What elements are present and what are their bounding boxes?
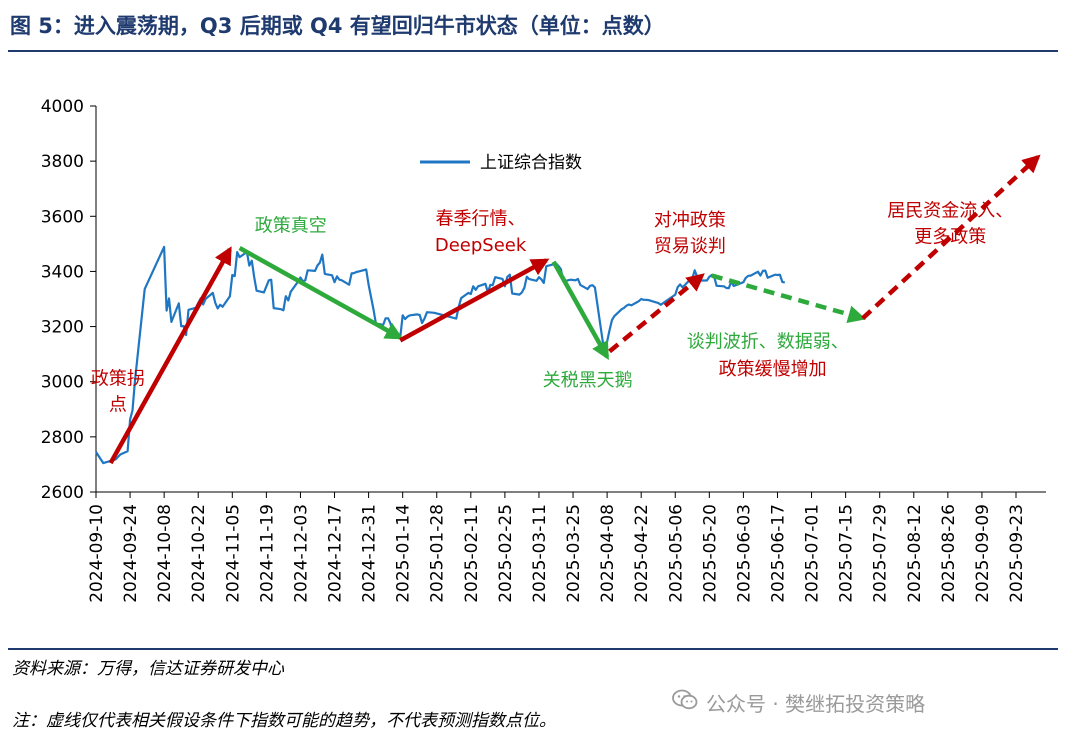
x-tick-label: 2025-05-20 [700, 504, 720, 603]
watermark-text: 公众号 · 樊继拓投资策略 [706, 692, 926, 716]
legend-label: 上证综合指数 [480, 153, 582, 173]
annotation-line: 政策真空 [255, 215, 327, 236]
watermark: 公众号 · 樊继拓投资策略 [672, 688, 925, 717]
annotation-label: 政策真空 [255, 215, 327, 236]
y-tick-label: 3600 [41, 207, 84, 227]
x-tick-label: 2025-03-25 [564, 504, 584, 603]
y-tick-label: 2800 [41, 428, 84, 448]
x-tick-label: 2025-01-28 [428, 504, 448, 603]
annotation-line: 政策缓慢增加 [719, 359, 827, 380]
y-tick-label: 2600 [41, 483, 84, 503]
annotation-label: 政策拐点 [91, 368, 145, 415]
shanghai-index-chart: 2600 2800 3000 3200 3400 3600 3800 4000 2024-09-… [41, 97, 1046, 603]
annotation-label: 居民资金流入、更多政策 [887, 200, 1013, 247]
trend-arrow [238, 246, 404, 340]
x-tick-label: 2025-02-11 [462, 504, 482, 603]
x-tick-label: 2025-07-01 [803, 504, 823, 603]
annotation-label: 春季行情、 [436, 209, 526, 230]
y-tick-label: 3800 [41, 152, 84, 172]
x-tick-label: 2025-06-17 [768, 504, 788, 603]
index-series-line [95, 245, 786, 465]
annotation-line: 政策拐 [91, 368, 145, 389]
annotation-label: DeepSeek [435, 235, 527, 256]
annotation-line: 关税黑天鹅 [543, 370, 633, 391]
trend-arrow-dashed [711, 273, 867, 324]
x-tick-label: 2024-11-05 [223, 504, 243, 603]
x-tick-label: 2024-12-17 [326, 504, 346, 603]
annotation-line: 更多政策 [914, 226, 986, 247]
x-tick-label: 2024-09-24 [121, 504, 141, 603]
y-tick-label: 4000 [41, 97, 84, 117]
trend-arrow [108, 246, 232, 465]
x-tick-label: 2024-10-08 [155, 504, 175, 603]
y-tick-label: 3000 [41, 373, 84, 393]
y-tick-label: 3200 [41, 318, 84, 338]
x-tick-label: 2024-12-03 [291, 504, 311, 603]
annotation-line: 点 [109, 394, 127, 415]
annotation-line: 居民资金流入、 [887, 200, 1013, 221]
annotation-label: 政策缓慢增加 [719, 359, 827, 380]
x-tick-label: 2025-06-03 [734, 504, 754, 603]
x-tick-label: 2025-05-06 [666, 504, 686, 603]
disclaimer-note: 注：虚线仅代表相关假设条件下指数可能的趋势，不代表预测指数点位。 [12, 711, 556, 731]
x-tick-label: 2024-10-22 [189, 504, 209, 603]
source-note: 资料来源：万得，信达证券研发中心 [12, 659, 284, 679]
x-tick-label: 2024-11-19 [257, 504, 277, 603]
trend-arrow-dashed [608, 273, 705, 354]
x-tick-label: 2025-04-22 [632, 504, 652, 603]
x-tick-label: 2025-02-25 [496, 504, 516, 603]
x-tick-label: 2025-08-12 [905, 504, 925, 603]
trend-arrow-dashed [861, 154, 1041, 320]
trend-arrow [551, 260, 610, 361]
wechat-icon [672, 689, 698, 716]
x-tick-label: 2025-03-11 [530, 504, 550, 603]
annotation-line: DeepSeek [435, 235, 527, 256]
annotation-line: 贸易谈判 [654, 236, 726, 257]
x-tick-label: 2024-09-10 [87, 504, 107, 603]
annotation-label: 关税黑天鹅 [543, 370, 633, 391]
annotation-line: 春季行情、 [436, 209, 526, 230]
x-tick-label: 2025-09-23 [1007, 504, 1027, 603]
x-tick-label: 2025-08-26 [939, 504, 959, 603]
x-tick-label: 2025-07-29 [871, 504, 891, 603]
x-tick-label: 2025-04-08 [598, 504, 618, 603]
trend-arrow [399, 258, 550, 343]
footer-divider [8, 648, 1058, 650]
x-tick-label: 2024-12-31 [360, 504, 380, 603]
x-tick-label: 2025-07-15 [837, 504, 857, 603]
annotation-label: 对冲政策贸易谈判 [654, 210, 726, 257]
y-tick-label: 3400 [41, 262, 84, 282]
title-divider [8, 50, 1058, 52]
x-tick-label: 2025-01-14 [394, 504, 414, 603]
annotation-line: 对冲政策 [654, 210, 726, 231]
x-tick-label: 2025-09-09 [973, 504, 993, 603]
annotation-line: 谈判波折、数据弱、 [687, 331, 849, 352]
page-title: 图 5：进入震荡期，Q3 后期或 Q4 有望回归牛市状态（单位：点数） [10, 14, 665, 38]
annotation-label: 谈判波折、数据弱、 [687, 331, 849, 352]
